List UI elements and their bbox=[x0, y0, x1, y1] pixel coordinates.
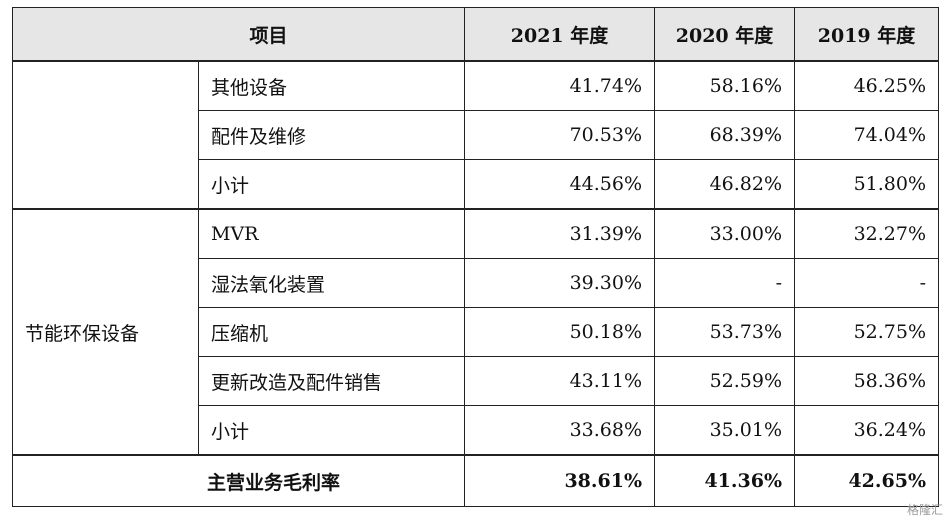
value-2020: 68.39% bbox=[654, 110, 796, 160]
value-2020: 46.82% bbox=[654, 159, 796, 210]
value-2019: 46.25% bbox=[794, 60, 940, 111]
row-label: 配件及维修 bbox=[197, 110, 466, 160]
header-item: 项目 bbox=[11, 7, 466, 62]
table-row: 其他设备 41.74% 58.16% 46.25% bbox=[12, 60, 940, 210]
total-row: 主营业务毛利率 38.61% 41.36% 42.65% bbox=[11, 454, 940, 507]
value-2021: 41.74% bbox=[464, 60, 656, 111]
watermark-logo: 格隆汇 bbox=[907, 501, 943, 518]
value-2019: 36.24% bbox=[794, 405, 940, 456]
watermark-text: 格隆汇 bbox=[906, 503, 943, 517]
value-2019: - bbox=[794, 258, 940, 308]
gross-margin-table: 项目 2021 年度 2020 年度 2019 年度 其他设备 41.74% 5… bbox=[11, 7, 940, 507]
total-2019: 42.65% bbox=[794, 454, 940, 507]
value-2021: 50.18% bbox=[464, 307, 656, 357]
value-2020: 58.16% bbox=[654, 60, 796, 111]
header-row: 项目 2021 年度 2020 年度 2019 年度 bbox=[11, 7, 940, 62]
value-2021: 44.56% bbox=[464, 159, 656, 210]
table-row: 小计 33.68% 35.01% 36.24% bbox=[13, 405, 940, 456]
category-cell: 节能环保设备 bbox=[12, 208, 199, 456]
value-2020: 33.00% bbox=[654, 208, 796, 259]
row-label: MVR bbox=[197, 208, 466, 259]
table-row: 小计 44.56% 46.82% 51.80% bbox=[13, 159, 940, 210]
header-year-2021: 2021 年度 bbox=[464, 7, 656, 62]
value-2021: 31.39% bbox=[464, 208, 656, 259]
table-row: 节能环保设备 MVR 31.39% 33.00% 32.27% bbox=[12, 208, 940, 456]
value-2020: 35.01% bbox=[654, 405, 796, 456]
row-label: 压缩机 bbox=[197, 307, 466, 357]
total-label: 主营业务毛利率 bbox=[11, 454, 466, 507]
value-2021: 39.30% bbox=[464, 258, 656, 308]
value-2020: 53.73% bbox=[654, 307, 796, 357]
value-2019: 51.80% bbox=[794, 159, 940, 210]
table-row: 配件及维修 70.53% 68.39% 74.04% bbox=[13, 110, 940, 160]
value-2021: 43.11% bbox=[464, 356, 656, 406]
total-2021: 38.61% bbox=[464, 454, 656, 507]
row-label: 湿法氧化装置 bbox=[197, 258, 466, 308]
table-row: 湿法氧化装置 39.30% - - bbox=[13, 258, 940, 308]
value-2019: 74.04% bbox=[794, 110, 940, 160]
row-label: 更新改造及配件销售 bbox=[197, 356, 466, 406]
row-label: 其他设备 bbox=[197, 60, 466, 111]
value-2019: 32.27% bbox=[794, 208, 940, 259]
value-2021: 33.68% bbox=[464, 405, 656, 456]
total-2020: 41.36% bbox=[654, 454, 796, 507]
value-2021: 70.53% bbox=[464, 110, 656, 160]
value-2019: 52.75% bbox=[794, 307, 940, 357]
value-2019: 58.36% bbox=[794, 356, 940, 406]
header-year-2020: 2020 年度 bbox=[654, 7, 796, 62]
value-2020: - bbox=[654, 258, 796, 308]
category-cell bbox=[12, 60, 199, 210]
value-2020: 52.59% bbox=[654, 356, 796, 406]
row-label: 小计 bbox=[197, 405, 466, 456]
header-year-2019: 2019 年度 bbox=[794, 7, 940, 62]
row-label: 小计 bbox=[197, 159, 466, 210]
table-row: 更新改造及配件销售 43.11% 52.59% 58.36% bbox=[13, 356, 940, 406]
